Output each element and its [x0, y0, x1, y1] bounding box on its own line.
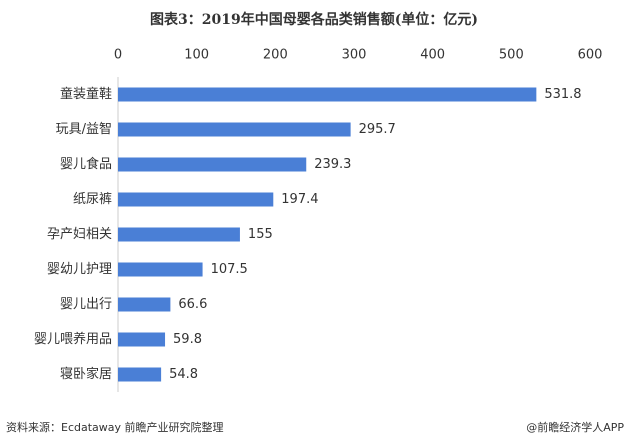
value-label: 54.8 — [169, 367, 198, 382]
bar — [118, 367, 162, 382]
x-tick-label: 500 — [499, 48, 524, 63]
bar — [118, 262, 203, 277]
y-tick-label: 童装童鞋 — [60, 86, 112, 102]
x-tick-label: 400 — [420, 48, 445, 63]
value-label: 107.5 — [211, 262, 248, 277]
y-tick-label: 玩具/益智 — [56, 122, 112, 137]
y-tick-label: 婴儿喂养用品 — [34, 331, 112, 347]
bar — [118, 157, 307, 172]
y-tick-label: 孕产妇相关 — [47, 226, 112, 242]
chart-title: 图表3：2019年中国母婴各品类销售额(单位：亿元) — [150, 11, 478, 28]
bar — [118, 192, 274, 207]
y-tick-label: 纸尿裤 — [73, 192, 112, 207]
x-tick-label: 0 — [114, 48, 122, 63]
y-tick-label: 婴儿食品 — [60, 156, 112, 172]
bar — [118, 332, 166, 347]
value-label: 239.3 — [314, 157, 351, 172]
y-tick-label: 寝卧家居 — [60, 366, 112, 382]
x-tick-label: 300 — [342, 48, 367, 63]
x-tick-label: 600 — [578, 48, 603, 63]
x-tick-label: 100 — [184, 48, 209, 63]
bar — [118, 87, 537, 102]
value-label: 197.4 — [281, 192, 318, 207]
x-tick-label: 200 — [263, 48, 288, 63]
source-note: 资料来源：Ecdataway 前瞻产业研究院整理 — [6, 420, 224, 434]
value-label: 59.8 — [173, 332, 202, 347]
bar — [118, 297, 171, 312]
y-tick-label: 婴幼儿护理 — [47, 262, 112, 277]
bar — [118, 122, 351, 137]
bar — [118, 227, 240, 242]
value-label: 531.8 — [544, 87, 581, 102]
value-label: 155 — [248, 227, 273, 242]
y-tick-label: 婴儿出行 — [60, 297, 112, 312]
value-label: 66.6 — [178, 297, 207, 312]
credit: @前瞻经济学人APP — [526, 420, 624, 434]
value-label: 295.7 — [359, 122, 396, 137]
